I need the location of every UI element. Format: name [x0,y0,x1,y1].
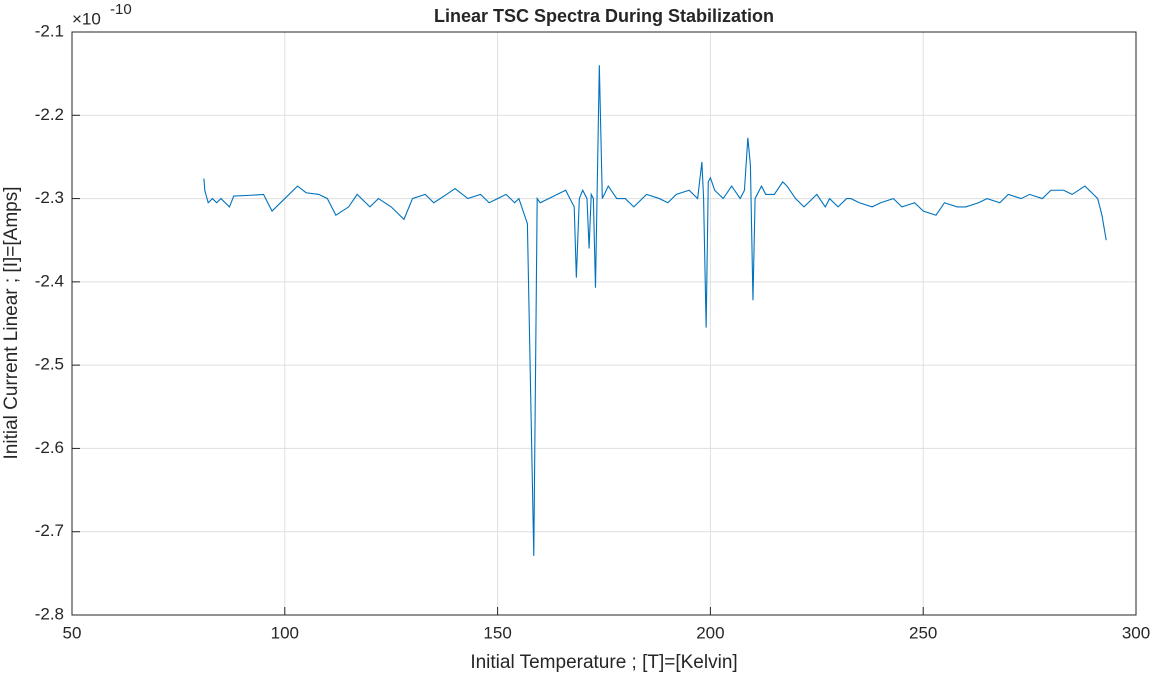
y-tick-label: -2.7 [35,521,64,540]
x-tick-label: 50 [63,623,82,642]
y-multiplier: ×10 [72,9,101,28]
y-tick-label: -2.1 [35,21,64,40]
x-tick-label: 100 [271,623,299,642]
x-tick-label: 150 [483,623,511,642]
x-tick-label: 200 [696,623,724,642]
y-tick-label: -2.8 [35,604,64,623]
y-tick-label: -2.2 [35,105,64,124]
x-axis-label: Initial Temperature ; [T]=[Kelvin] [470,652,737,673]
y-tick-label: -2.4 [35,271,64,290]
y-tick-label: -2.5 [35,355,64,374]
chart-title: Linear TSC Spectra During Stabilization [434,6,774,26]
y-tick-label: -2.3 [35,188,64,207]
y-tick-label: -2.6 [35,438,64,457]
y-exponent: -10 [110,1,132,18]
y-axis-label: Initial Current Linear ; [I]=[Amps] [1,187,22,460]
plot-frame [71,31,1137,616]
data-line [203,65,1107,556]
x-tick-label: 300 [1122,623,1150,642]
x-tick-label: 250 [909,623,937,642]
